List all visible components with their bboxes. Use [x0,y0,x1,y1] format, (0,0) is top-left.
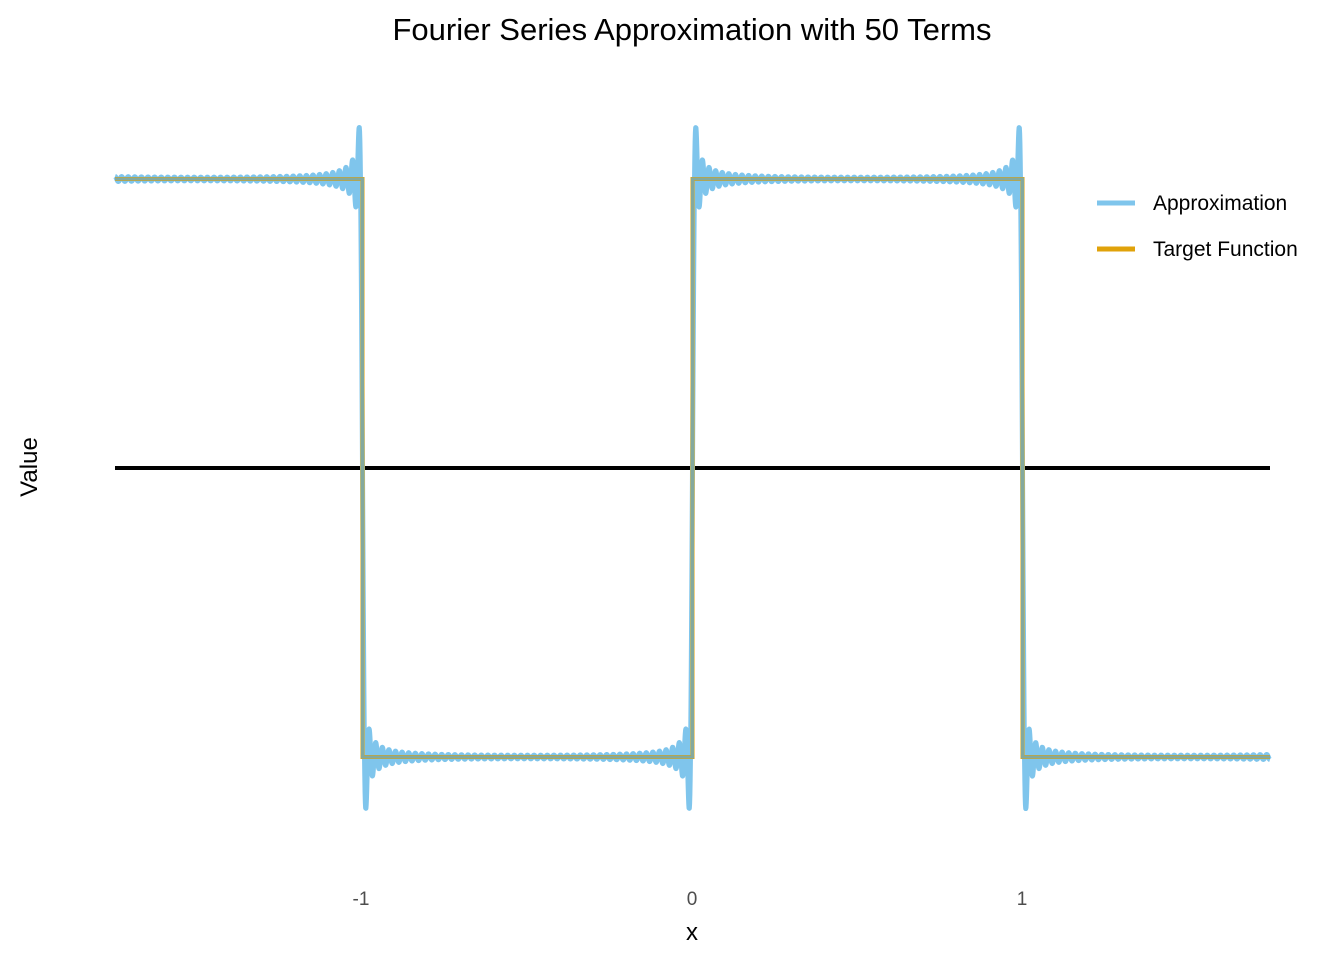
y-axis-title: Value [16,437,43,497]
plot-area [112,124,1273,812]
chart-title: Fourier Series Approximation with 50 Ter… [392,12,991,47]
legend-label-target-function: Target Function [1153,238,1298,261]
x-axis-ticks: -1 0 1 [353,889,1028,910]
legend-label-approximation: Approximation [1153,192,1287,215]
legend: Approximation Target Function [1097,192,1298,261]
x-axis-title: x [686,919,698,946]
x-tick-label: 1 [1017,889,1028,910]
series-overlap-line [115,177,1270,759]
x-tick-label: -1 [353,889,370,910]
x-tick-label: 0 [687,889,698,910]
